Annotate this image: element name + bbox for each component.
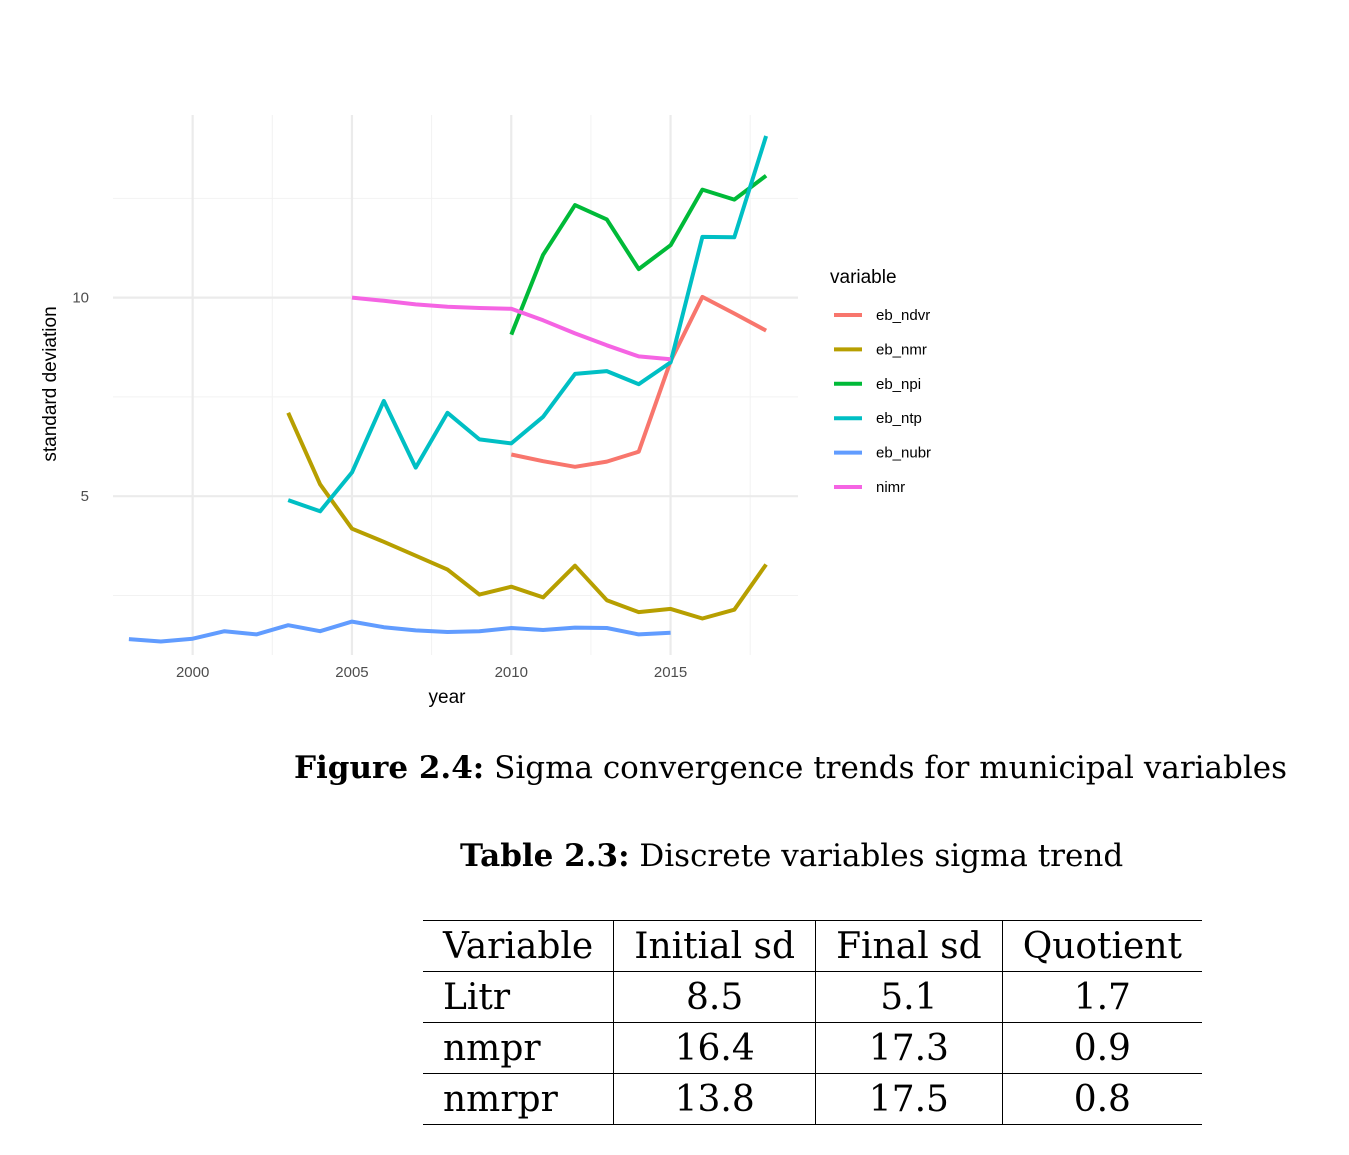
x-tick-labels: 2000 2005 2010 2015 bbox=[176, 664, 687, 681]
figure-caption: Figure 2.4: Sigma convergence trends for… bbox=[294, 750, 1334, 786]
sigma-table: Variable Initial sd Final sd Quotient Li… bbox=[423, 920, 1202, 1125]
series-line-eb_nmr bbox=[286, 411, 768, 621]
table-row: nmpr 16.4 17.3 0.9 bbox=[423, 1022, 1202, 1074]
legend-label-eb_ndvr: eb_ndvr bbox=[876, 307, 930, 324]
y-tick-label: 5 bbox=[81, 488, 89, 505]
y-tick-label: 10 bbox=[72, 290, 89, 307]
legend-label-eb_nubr: eb_nubr bbox=[876, 445, 931, 462]
table-caption: Table 2.3: Discrete variables sigma tren… bbox=[460, 838, 1123, 874]
series-lines bbox=[128, 135, 769, 644]
series-line-nimr bbox=[351, 295, 671, 362]
sigma-convergence-chart: 2000 2005 2010 2015 5 10 year standard devia… bbox=[40, 115, 931, 708]
cell-final-sd: 5.1 bbox=[815, 971, 1003, 1023]
legend-label-eb_ntp: eb_ntp bbox=[876, 410, 922, 427]
x-tick-label: 2015 bbox=[654, 664, 687, 681]
x-tick-label: 2010 bbox=[495, 664, 528, 681]
x-axis-title: year bbox=[429, 687, 467, 708]
cell-variable: nmpr bbox=[423, 1022, 614, 1074]
table-row: nmrpr 13.8 17.5 0.8 bbox=[423, 1073, 1202, 1125]
header-quotient: Quotient bbox=[1001, 920, 1202, 972]
cell-quotient: 0.8 bbox=[1001, 1073, 1202, 1125]
legend-label-eb_npi: eb_npi bbox=[876, 376, 921, 393]
grid-minor bbox=[113, 115, 798, 655]
legend-label-eb_nmr: eb_nmr bbox=[876, 341, 927, 358]
series-line-eb_nubr bbox=[128, 619, 671, 644]
x-tick-label: 2005 bbox=[335, 664, 368, 681]
cell-initial-sd: 8.5 bbox=[613, 971, 816, 1023]
cell-quotient: 1.7 bbox=[1001, 971, 1202, 1023]
figure-caption-text: Sigma convergence trends for municipal v… bbox=[494, 750, 1288, 786]
x-tick-label: 2000 bbox=[176, 664, 209, 681]
series-line-eb_npi bbox=[509, 174, 768, 336]
header-variable: Variable bbox=[423, 920, 614, 972]
legend-title: variable bbox=[830, 267, 897, 288]
cell-variable: Litr bbox=[423, 971, 614, 1023]
figure-caption-label: Figure 2.4: bbox=[294, 750, 485, 786]
cell-final-sd: 17.5 bbox=[815, 1073, 1003, 1125]
grid-major bbox=[113, 115, 798, 655]
cell-final-sd: 17.3 bbox=[815, 1022, 1003, 1074]
cell-initial-sd: 16.4 bbox=[613, 1022, 816, 1074]
table-row: Litr 8.5 5.1 1.7 bbox=[423, 971, 1202, 1023]
y-axis-title: standard deviation bbox=[40, 306, 61, 461]
legend-label-nimr: nimr bbox=[876, 479, 905, 496]
header-initial-sd: Initial sd bbox=[613, 920, 816, 972]
header-final-sd: Final sd bbox=[815, 920, 1003, 972]
series-line-eb_ndvr bbox=[510, 294, 768, 469]
table-caption-text: Discrete variables sigma trend bbox=[639, 838, 1124, 874]
y-tick-labels: 5 10 bbox=[72, 290, 89, 506]
cell-quotient: 0.9 bbox=[1001, 1022, 1202, 1074]
cell-initial-sd: 13.8 bbox=[613, 1073, 816, 1125]
cell-variable: nmrpr bbox=[423, 1073, 614, 1125]
series-line-eb_ntp bbox=[287, 135, 769, 514]
table-header-row: Variable Initial sd Final sd Quotient bbox=[423, 920, 1202, 972]
table-caption-label: Table 2.3: bbox=[460, 838, 630, 874]
legend: variable eb_ndvr eb_nmr eb_npi eb_ntp eb_nub… bbox=[830, 267, 931, 496]
